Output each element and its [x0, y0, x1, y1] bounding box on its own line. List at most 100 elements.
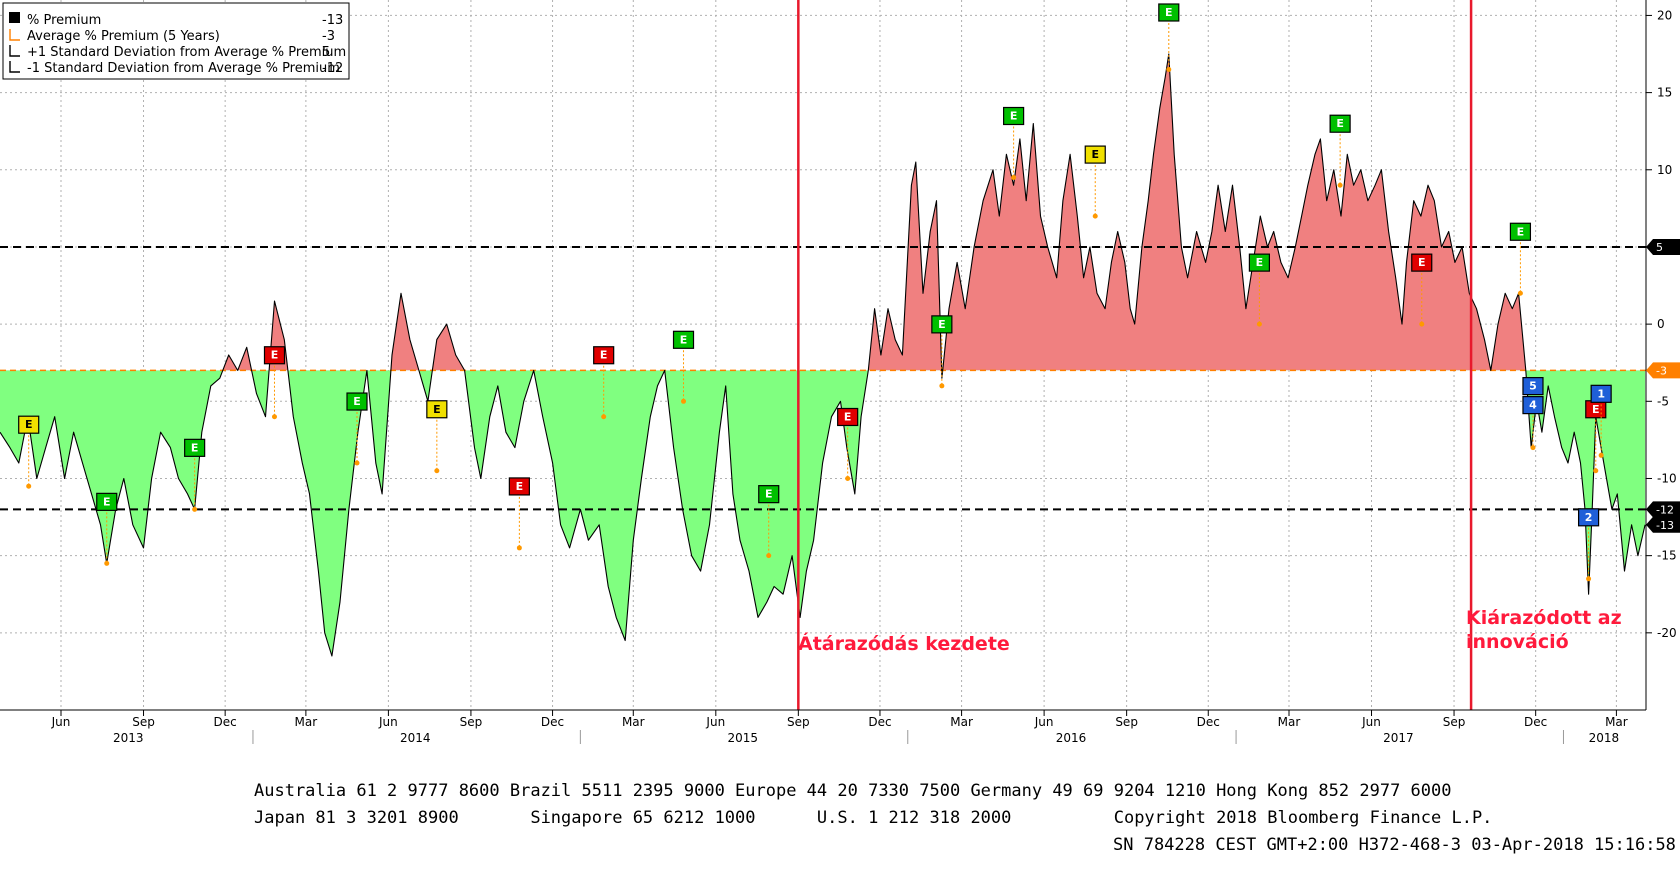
event-dot: [271, 414, 277, 420]
value-tag-shape: [1646, 501, 1680, 518]
event-marker: E: [1329, 114, 1351, 188]
event-marker: E: [1411, 253, 1433, 327]
event-marker: 54: [1522, 377, 1544, 451]
value-tag: -12: [1646, 501, 1680, 518]
event-marker: E: [1509, 222, 1532, 296]
event-dot: [1530, 445, 1536, 451]
event-box: [1509, 222, 1532, 241]
y-tick-label: -15: [1657, 549, 1677, 563]
y-tick-label: 15: [1657, 86, 1672, 100]
value-tag-label: 5: [1656, 241, 1663, 254]
event-dot: [516, 545, 522, 551]
event-label: 2: [1585, 511, 1593, 524]
x-tick-label: Sep: [787, 715, 810, 729]
value-tag-shape: [1646, 362, 1680, 379]
legend-label-premium: % Premium: [27, 13, 101, 28]
event-box: [1411, 253, 1433, 272]
event-label: E: [516, 480, 524, 493]
legend-label-average: Average % Premium (5 Years): [27, 29, 220, 44]
event-marker: E: [931, 315, 953, 389]
event-marker: E: [837, 407, 859, 481]
event-marker: E: [1084, 145, 1106, 219]
event-label: E: [1418, 256, 1426, 269]
x-tick-label: Jun: [378, 715, 398, 729]
event-dot: [1586, 576, 1592, 582]
event-box: [1329, 114, 1351, 133]
x-tick-label: Dec: [1524, 715, 1547, 729]
x-year-label: 2018: [1589, 731, 1620, 745]
event-dot: [601, 414, 607, 420]
value-tag-label: -3: [1656, 364, 1667, 377]
event-dot: [766, 553, 772, 559]
annotation-end-line1: Kiárazódott az: [1466, 607, 1622, 629]
x-year-label: 2014: [400, 731, 431, 745]
legend-value-minus-sd: -12: [322, 61, 343, 76]
event-dot: [845, 475, 851, 481]
x-tick-label: Dec: [1197, 715, 1220, 729]
x-tick-label: Mar: [950, 715, 973, 729]
event-label: E: [1517, 225, 1525, 238]
legend-value-average: -3: [322, 29, 335, 44]
legend-swatch-premium: [9, 12, 20, 23]
x-tick-label: Dec: [868, 715, 891, 729]
event-dot: [939, 383, 945, 389]
y-tick-label: -20: [1657, 626, 1677, 640]
event-label: E: [765, 488, 773, 501]
event-label: E: [271, 349, 279, 362]
event-marker: 1: [1590, 384, 1612, 458]
x-year-label: 2016: [1056, 731, 1087, 745]
event-dot: [192, 506, 198, 512]
event-dot: [1011, 175, 1017, 180]
x-year-label: 2017: [1383, 731, 1414, 745]
value-tag-shape: [1646, 238, 1680, 255]
event-dot: [26, 483, 32, 489]
event-dot: [1337, 182, 1343, 188]
event-marker: E: [96, 492, 118, 566]
annotation-end-line2: innováció: [1466, 631, 1569, 653]
legend-value-premium: -13: [322, 13, 343, 28]
premium-area-above-average: [222, 54, 1526, 371]
legend-box: [2, 2, 350, 80]
footer-contacts-line1: Australia 61 2 9777 8600 Brazil 5511 239…: [254, 781, 1452, 801]
event-box: [184, 438, 206, 457]
legend: % Premium -13 Average % Premium (5 Years…: [2, 2, 350, 80]
event-label: E: [938, 318, 946, 331]
event-label: E: [680, 333, 688, 346]
y-tick-label: -10: [1657, 471, 1677, 485]
event-label: E: [844, 410, 852, 423]
event-dot: [434, 468, 440, 474]
event-marker: E: [426, 400, 448, 474]
event-dot: [681, 398, 687, 404]
event-marker: E: [758, 485, 780, 559]
event-box: [96, 492, 118, 511]
event-box: [931, 315, 953, 334]
event-label: E: [1256, 256, 1264, 269]
x-tick-label: Mar: [1278, 715, 1301, 729]
event-marker: E: [263, 346, 286, 420]
plot-area: EEEEEEEEEEEEEEEEEEEE542120151050-5-10-15…: [0, 0, 1680, 745]
event-box: [1522, 377, 1544, 396]
value-tag: -13: [1646, 516, 1680, 533]
event-label: E: [600, 349, 608, 362]
event-label: 5: [1529, 380, 1537, 393]
event-label: E: [25, 418, 33, 431]
event-dot: [1092, 213, 1098, 219]
event-box: [263, 346, 286, 365]
x-tick-label: Sep: [132, 715, 155, 729]
value-tag: -3: [1646, 362, 1680, 379]
event-box: [593, 346, 615, 365]
legend-value-plus-sd: 5: [322, 45, 330, 60]
x-tick-label: Sep: [1115, 715, 1138, 729]
event-label: 4: [1529, 399, 1537, 412]
annotation-start: Átárazódás kezdete: [798, 632, 1010, 655]
legend-label-minus-sd: -1 Standard Deviation from Average % Pre…: [27, 61, 340, 76]
legend-swatch-minus-sd: [9, 61, 20, 73]
event-dot: [1598, 452, 1604, 458]
premium-area-below-average: [0, 370, 1646, 656]
x-year-label: 2013: [113, 731, 144, 745]
event-label: E: [1091, 148, 1099, 161]
x-tick-label: Mar: [295, 715, 318, 729]
event-box: [1003, 106, 1025, 126]
event-box: [758, 485, 780, 504]
